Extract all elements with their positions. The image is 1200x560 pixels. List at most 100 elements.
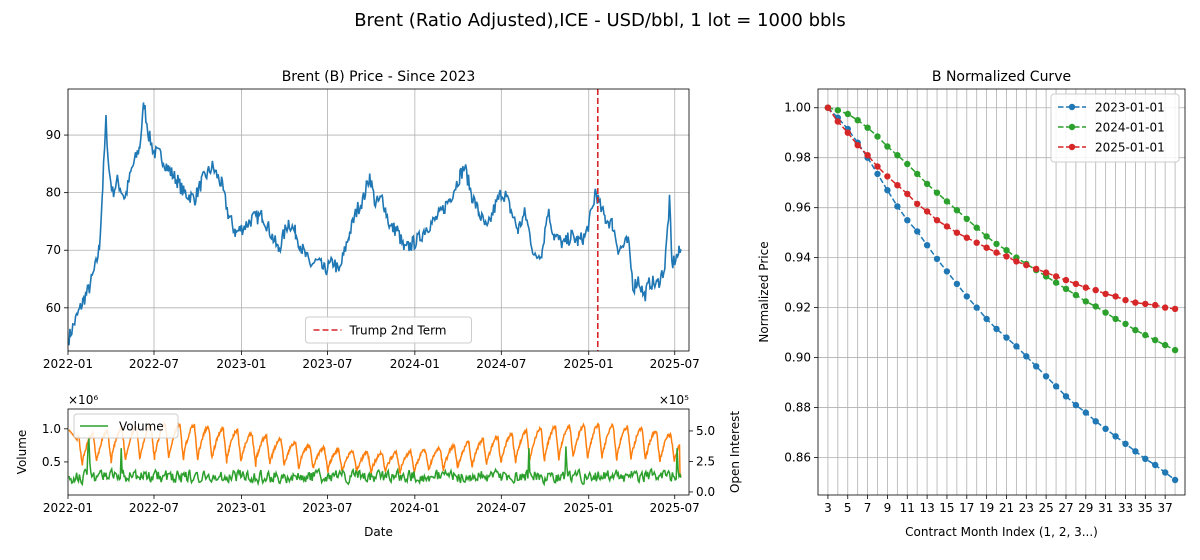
curve-point-2023-01-01: [933, 255, 941, 263]
curve-x-tick-label: 9: [884, 501, 892, 515]
curve-y-tick-label: 0.86: [784, 451, 811, 465]
volume-y-tick-label: 1.0: [42, 422, 61, 436]
curve-x-tick-label: 31: [1098, 501, 1113, 515]
curve-point-2023-01-01: [993, 325, 1000, 333]
curve-point-2023-01-01: [874, 170, 881, 178]
volume-multiplier: ×10⁶: [68, 393, 98, 407]
curve-point-2025-01-01: [1122, 296, 1129, 304]
curve-point-2024-01-01: [1062, 285, 1070, 293]
curve-point-2023-01-01: [1033, 363, 1040, 370]
curve-point-2023-01-01: [1052, 383, 1060, 390]
price-y-tick-label: 90: [46, 128, 61, 142]
curve-point-2024-01-01: [1052, 279, 1060, 286]
volume-y-axis-label: Volume: [15, 430, 29, 475]
curve-point-2025-01-01: [933, 217, 941, 224]
curve-point-2025-01-01: [963, 234, 970, 241]
curve-point-2024-01-01: [923, 180, 931, 188]
curve-point-2025-01-01: [844, 129, 851, 136]
curve-point-2025-01-01: [993, 249, 1000, 256]
curve-point-2024-01-01: [884, 143, 891, 150]
curve-point-2024-01-01: [1132, 326, 1139, 334]
curve-point-2023-01-01: [1171, 476, 1179, 484]
volume-x-tick-label: 2023-07: [302, 501, 352, 515]
curve-point-2024-01-01: [933, 189, 941, 196]
curve-point-2023-01-01: [1162, 469, 1169, 476]
curve-point-2023-01-01: [953, 280, 961, 288]
curve-point-2025-01-01: [1112, 293, 1119, 300]
price-legend-box: [305, 316, 472, 344]
curve-y-tick-label: 0.98: [784, 151, 811, 165]
open-interest-line: [68, 421, 682, 478]
curve-point-2025-01-01: [1082, 284, 1090, 291]
curve-point-2023-01-01: [1042, 373, 1050, 380]
price-y-tick-label: 60: [46, 301, 61, 315]
open-interest-tick-label: 5.0: [696, 424, 715, 438]
curve-point-2024-01-01: [943, 198, 951, 205]
curve-legend-label: 2023-01-01: [1095, 101, 1165, 115]
curve-point-2025-01-01: [1152, 301, 1159, 309]
curve-x-tick-label: 21: [999, 501, 1014, 515]
curve-point-2023-01-01: [973, 304, 980, 311]
curve-point-2025-01-01: [864, 152, 871, 159]
price-y-tick-label: 70: [46, 243, 61, 257]
volume-y-tick-label: 0.5: [42, 455, 61, 469]
curve-point-2024-01-01: [983, 233, 990, 240]
curve-point-2024-01-01: [1162, 341, 1169, 349]
curve-point-2025-01-01: [1013, 258, 1020, 265]
curve-point-2023-01-01: [1062, 393, 1070, 400]
curve-y-tick-label: 0.96: [784, 201, 811, 215]
curve-point-2023-01-01: [1003, 334, 1010, 341]
open-interest-tick-label: 0.0: [696, 485, 715, 499]
curve-point-2025-01-01: [1132, 299, 1139, 306]
curve-legend-marker: [1068, 103, 1076, 111]
curve-point-2023-01-01: [983, 315, 990, 323]
volume-x-tick-label: 2025-01: [564, 501, 614, 515]
curve-point-2024-01-01: [1171, 346, 1179, 354]
curve-point-2023-01-01: [914, 228, 921, 235]
price-chart-title: Brent (B) Price - Since 2023: [282, 69, 476, 85]
curve-point-2023-01-01: [923, 242, 931, 249]
curve-point-2025-01-01: [1092, 286, 1099, 294]
volume-legend: Volume: [73, 413, 179, 439]
curve-x-tick-label: 13: [919, 501, 934, 515]
curve-x-tick-label: 15: [939, 501, 954, 515]
curve-point-2025-01-01: [1102, 290, 1109, 298]
curve-point-2025-01-01: [904, 190, 911, 198]
curve-point-2024-01-01: [864, 124, 871, 131]
curve-point-2023-01-01: [894, 203, 901, 210]
curve-point-2025-01-01: [983, 244, 990, 251]
curve-x-tick-label: 5: [844, 501, 852, 515]
suptitle: Brent (Ratio Adjusted),ICE - USD/bbl, 1 …: [354, 10, 846, 31]
price-x-tick-label: 2022-01: [43, 357, 93, 371]
curve-x-tick-label: 35: [1138, 501, 1153, 515]
curve-point-2024-01-01: [834, 107, 841, 114]
price-x-tick-label: 2024-07: [476, 357, 526, 371]
curve-point-2024-01-01: [1092, 303, 1099, 310]
curve-point-2024-01-01: [953, 207, 961, 214]
curve-y-tick-label: 0.90: [784, 351, 811, 365]
curve-point-2023-01-01: [884, 187, 891, 194]
curve-point-2024-01-01: [1003, 247, 1010, 254]
open-interest-multiplier: ×10⁵: [659, 393, 689, 407]
price-x-tick-label: 2024-01: [390, 357, 440, 371]
curve-legend-marker: [1068, 143, 1076, 151]
curve-point-2023-01-01: [943, 268, 951, 275]
curve-point-2025-01-01: [884, 173, 891, 180]
open-interest-tick-label: 2.5: [696, 454, 715, 468]
curve-point-2024-01-01: [914, 170, 921, 178]
curve-point-2024-01-01: [1082, 298, 1090, 305]
curve-x-axis-label: Contract Month Index (1, 2, 3...): [905, 525, 1098, 539]
volume-x-tick-label: 2022-01: [43, 501, 93, 515]
curve-point-2023-01-01: [1152, 461, 1159, 469]
curve-point-2025-01-01: [973, 239, 980, 246]
curve-x-tick-label: 7: [864, 501, 872, 515]
price-chart: Brent (B) Price - Since 2023 2022-01 2022…: [43, 69, 700, 371]
curve-point-2025-01-01: [953, 229, 961, 236]
price-x-tick-label: 2023-01: [216, 357, 266, 371]
curve-y-axis-label: Normalized Price: [757, 241, 771, 342]
curve-point-2025-01-01: [894, 182, 901, 189]
curve-chart-title: B Normalized Curve: [932, 69, 1071, 85]
curve-x-tick-label: 17: [959, 501, 974, 515]
curve-point-2025-01-01: [1062, 276, 1070, 284]
curve-x-tick-label: 29: [1078, 501, 1093, 515]
